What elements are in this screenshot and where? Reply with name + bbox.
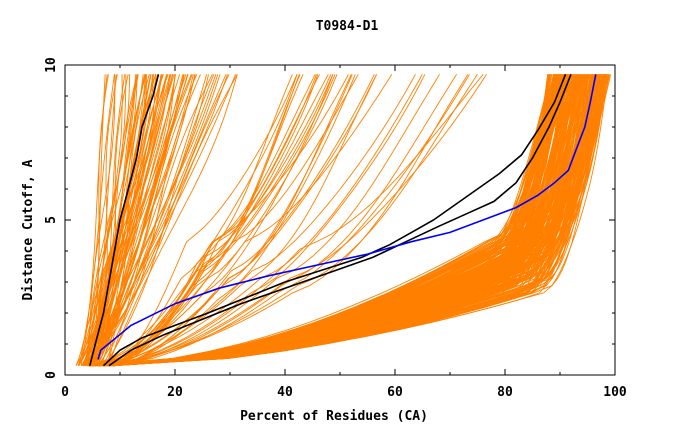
y-tick-label: 0	[44, 371, 59, 379]
model-line-steep-mid	[90, 74, 187, 366]
model-line-steep-mid	[86, 74, 198, 366]
model-line-s-curve-mid	[108, 74, 329, 367]
model-line-steep-mid	[92, 74, 221, 366]
model-line-steep-mid	[87, 74, 144, 366]
x-tick-label: 20	[167, 385, 183, 400]
model-line-steep-mid	[106, 74, 157, 366]
model-line-dense-right	[105, 74, 559, 367]
model-line-dense-right	[94, 74, 611, 367]
model-line-s-curve-mid	[100, 74, 426, 367]
model-line-steep-mid	[82, 74, 238, 367]
background-model-lines	[75, 74, 612, 367]
model-line-steep-mid	[98, 74, 147, 366]
model-line-s-curve-mid	[110, 74, 356, 367]
model-line-dense-right	[91, 74, 562, 367]
highlight-lines	[89, 74, 597, 367]
model-line-steep-left	[83, 74, 109, 366]
model-line-dense-right	[92, 74, 589, 367]
model-line-s-curve-mid	[110, 74, 378, 367]
model-line-dense-right	[96, 74, 600, 367]
series-line-black-steep	[89, 74, 160, 366]
x-tick-label: 40	[277, 385, 293, 400]
model-line-s-curve-mid	[107, 74, 457, 367]
model-line-s-curve-mid	[113, 74, 375, 367]
model-line-dense-right	[96, 74, 608, 367]
model-line-s-curve-mid	[109, 74, 298, 367]
model-line-steep-left	[85, 74, 131, 366]
y-tick-label: 5	[44, 216, 59, 224]
model-line-dense-right	[100, 74, 579, 367]
model-line-s-curve-mid	[104, 74, 484, 367]
model-line-steep-mid	[104, 74, 238, 366]
model-line-steep-mid	[91, 74, 194, 366]
model-line-dense-right	[90, 74, 571, 367]
model-line-s-curve-mid	[107, 74, 440, 367]
model-line-dense-right	[96, 74, 551, 367]
y-tick-label: 10	[44, 57, 59, 73]
x-tick-label: 0	[61, 385, 69, 400]
model-line-dense-right	[107, 74, 590, 367]
model-line-steep-mid	[85, 74, 168, 366]
model-line-s-curve-mid	[87, 74, 332, 367]
model-line-steep-left	[92, 74, 106, 366]
series-line-blue	[97, 74, 597, 360]
model-line-steep-mid	[87, 74, 174, 366]
model-line-s-curve-mid	[97, 74, 478, 367]
model-line-s-curve-mid	[109, 74, 334, 367]
model-line-dense-right	[112, 74, 606, 367]
model-line-steep-mid	[84, 74, 154, 366]
model-line-s-curve-mid	[101, 74, 359, 367]
model-line-steep-mid	[82, 74, 147, 366]
x-tick-label: 100	[603, 385, 627, 400]
model-line-steep-mid	[103, 74, 215, 366]
model-line-s-curve-mid	[110, 74, 470, 367]
x-tick-label: 60	[387, 385, 403, 400]
model-line-s-curve-mid	[97, 74, 317, 367]
model-line-dense-right	[101, 74, 586, 367]
model-line-dense-right	[99, 74, 559, 367]
model-line-dense-right	[110, 74, 598, 367]
model-line-s-curve-mid	[100, 74, 487, 367]
y-axis-label: Distance Cutoff, A	[21, 159, 36, 300]
model-line-s-curve-mid	[97, 74, 378, 367]
model-line-s-curve-mid	[98, 74, 416, 367]
model-line-steep-mid	[107, 74, 176, 366]
x-tick-label: 80	[497, 385, 513, 400]
y-axis-ticks: 0 5 10	[44, 57, 615, 379]
model-line-s-curve-mid	[95, 74, 469, 367]
x-axis-label: Percent of Residues (CA)	[240, 409, 428, 424]
model-line-dense-right	[107, 74, 566, 367]
model-line-dense-right	[94, 74, 608, 367]
model-line-dense-right	[92, 74, 596, 367]
model-line-s-curve-mid	[96, 74, 352, 367]
model-line-s-curve-mid	[105, 74, 298, 367]
model-line-dense-right	[104, 74, 580, 367]
model-line-steep-mid	[107, 74, 185, 366]
series-line-black-s2	[108, 74, 572, 367]
model-line-steep-mid	[91, 74, 227, 366]
model-line-dense-right	[106, 74, 556, 367]
model-line-dense-right	[109, 74, 604, 367]
chart-title: T0984-D1	[316, 19, 379, 34]
model-line-dense-right	[108, 74, 600, 367]
model-line-dense-right	[93, 74, 609, 367]
model-line-s-curve-mid	[110, 74, 320, 367]
model-line-s-curve-mid	[90, 74, 334, 367]
model-line-s-curve-mid	[92, 74, 423, 367]
model-line-steep-left	[94, 74, 127, 366]
model-line-s-curve-mid	[109, 74, 293, 367]
series-line-black-s1	[102, 74, 567, 367]
x-axis-ticks: 0 20 40 60 80 100	[61, 65, 627, 400]
model-line-steep-left	[89, 74, 163, 366]
